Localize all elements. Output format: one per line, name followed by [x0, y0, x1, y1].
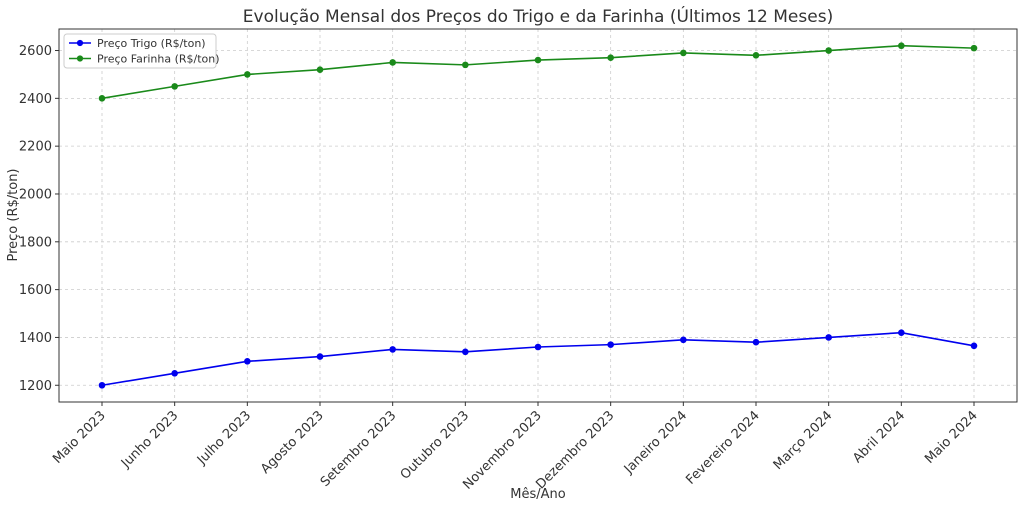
data-point [244, 358, 251, 365]
x-tick-label: Janeiro 2024 [621, 408, 690, 477]
data-point [898, 42, 905, 50]
data-point [970, 342, 978, 350]
legend-marker [76, 39, 84, 47]
y-tick-label: 1200 [19, 379, 52, 394]
legend-label: Preço Trigo (R$/ton) [97, 37, 206, 50]
y-tick-label: 1800 [19, 235, 52, 250]
y-tick-label: 1400 [19, 331, 52, 346]
legend-marker [76, 55, 84, 62]
data-point [752, 52, 760, 59]
y-tick-label: 2400 [19, 92, 52, 107]
series-layer [98, 42, 978, 389]
data-point [462, 348, 469, 356]
data-point [389, 346, 396, 353]
y-tick-label: 2200 [19, 140, 52, 155]
x-axis-label: Mês/Ano [510, 487, 565, 502]
data-point [970, 44, 978, 52]
data-point [462, 61, 469, 69]
x-tick-label: Dezembro 2023 [533, 408, 617, 492]
data-point [316, 66, 324, 73]
y-tick-label: 2600 [19, 44, 52, 59]
series-1 [98, 42, 978, 102]
data-point [825, 334, 832, 341]
data-point [898, 329, 905, 336]
data-point [316, 353, 324, 360]
legend-box [63, 33, 217, 69]
legend-label: Preço Farinha (R$/ton) [97, 53, 220, 66]
data-point [680, 49, 687, 57]
series-0 [98, 329, 978, 389]
y-tick-label: 1600 [19, 283, 52, 298]
x-tick-label: Setembro 2023 [318, 408, 400, 490]
x-tick-label: Junho 2023 [118, 408, 181, 471]
data-point [244, 71, 251, 78]
data-point [825, 47, 832, 54]
data-point [171, 370, 178, 377]
legend-items: Preço Trigo (R$/ton) Preço Farinha (R$/to… [69, 37, 220, 66]
data-point [752, 338, 760, 346]
x-tick-label: Maio 2023 [50, 408, 109, 467]
data-point [607, 341, 614, 348]
x-tick-label: Julho 2023 [194, 408, 254, 468]
data-point [98, 95, 106, 102]
x-tick-label: Março 2024 [771, 408, 836, 473]
y-tick-label: 2000 [19, 187, 52, 202]
data-point [171, 83, 178, 90]
x-tick-label: Maio 2024 [922, 408, 981, 467]
x-tick-label: Agosto 2023 [258, 408, 327, 477]
data-point [534, 343, 542, 351]
y-axis-ticks: 1200 1400 1600 1800 2000 2200 2400 2600 [19, 44, 59, 394]
y-axis-label: Preço (R$/ton) [6, 168, 21, 261]
chart-title: Evolução Mensal dos Preços do Trigo e da… [243, 5, 833, 27]
data-point [607, 54, 614, 61]
data-point [680, 336, 687, 344]
x-tick-label: Fevereiro 2024 [683, 408, 762, 487]
data-point [98, 381, 106, 389]
legend: Preço Trigo (R$/ton) Preço Farinha (R$/to… [63, 33, 220, 69]
data-point [389, 59, 396, 66]
x-tick-label: Outubro 2023 [398, 408, 472, 482]
x-axis-ticks: Maio 2023 Junho 2023 Julho 2023 Agosto 2023… [50, 402, 981, 493]
data-point [534, 56, 542, 64]
x-tick-label: Novembro 2023 [460, 408, 545, 493]
grid [59, 29, 1017, 402]
x-tick-label: Abril 2024 [850, 408, 908, 466]
